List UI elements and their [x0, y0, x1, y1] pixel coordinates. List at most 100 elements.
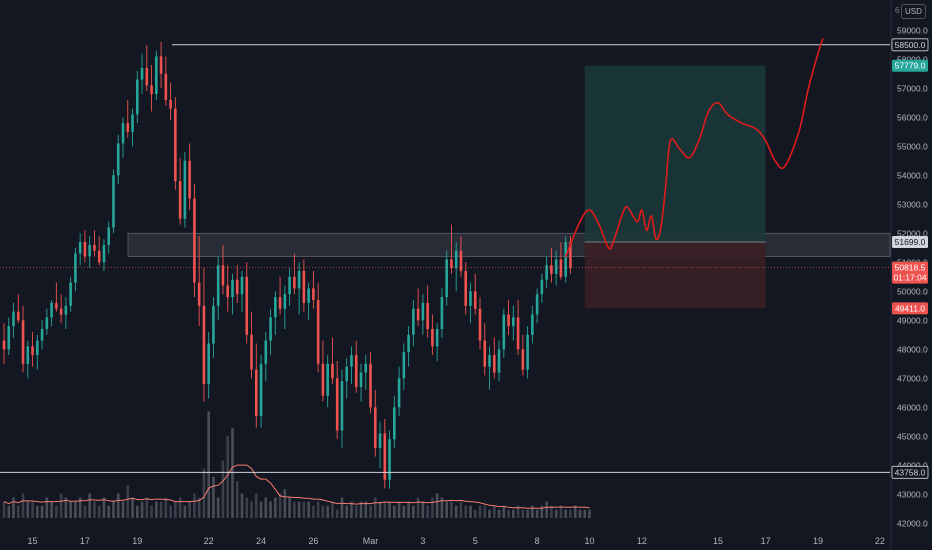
candle-body: [364, 363, 368, 373]
candle-body: [297, 271, 301, 289]
candle-body: [302, 271, 306, 303]
price-tick-label: 52000.0: [897, 228, 928, 238]
volume-bar: [16, 505, 20, 518]
candle-body: [407, 334, 410, 353]
price-tick-label: 45000.0: [897, 431, 928, 441]
volume-bar: [59, 493, 63, 518]
volume-bar: [573, 505, 577, 518]
candle-body: [178, 181, 182, 219]
volume-bar: [102, 497, 106, 518]
volume-bar: [107, 505, 111, 518]
volume-bar: [307, 501, 310, 518]
candle-body: [507, 314, 510, 327]
volume-bar: [483, 505, 487, 518]
volume-bar: [492, 505, 496, 518]
volume-bar: [254, 493, 258, 518]
candle-body: [359, 372, 363, 387]
price-tag-bg: [891, 38, 929, 52]
volume-bar: [112, 501, 115, 518]
volume-bar: [2, 501, 6, 518]
price-tag-label: 43758.0: [895, 467, 926, 477]
candle-body: [140, 68, 144, 80]
price-tag-label: 50818.5: [895, 263, 926, 273]
price-tag-bg: [892, 261, 928, 284]
price-tag-label: 57779.0: [895, 61, 926, 71]
candle-body: [316, 300, 320, 364]
volume-bar: [7, 505, 11, 518]
volume-bar: [388, 501, 391, 518]
volume-bar: [440, 497, 444, 518]
candle-body: [416, 308, 420, 321]
date-tick-label: 15: [713, 536, 723, 546]
candle-body: [402, 352, 406, 379]
volume-bar: [235, 481, 239, 518]
volume-bar: [583, 509, 587, 518]
price-tick-label: 57000.0: [897, 83, 928, 93]
candle-body: [45, 317, 49, 329]
price-tag-label: 49411.0: [895, 303, 925, 313]
candle-body: [212, 305, 215, 344]
profit-zone: [584, 65, 766, 243]
candle-body: [231, 279, 234, 298]
volume-bar: [445, 501, 448, 518]
volume-bar: [197, 497, 201, 518]
volume-bar: [226, 436, 230, 518]
price-tick-label: 46000.0: [897, 402, 928, 412]
candle-body: [554, 259, 558, 274]
volume-bar: [350, 501, 353, 518]
volume-bar: [93, 501, 96, 518]
volume-bar: [531, 505, 534, 518]
candle-body: [31, 346, 34, 356]
candle-body: [445, 259, 448, 298]
price-tag-label: 51699.0: [895, 237, 926, 247]
candle-body: [21, 320, 25, 364]
volume-bar: [554, 509, 558, 518]
candle-body: [354, 355, 358, 387]
candle-body: [492, 355, 496, 373]
currency-selector[interactable]: USD: [901, 4, 926, 19]
price-tag-last: 50818.501:17:04: [892, 261, 928, 284]
volume-bar: [454, 505, 458, 518]
price-tag-line: 43758.0: [891, 465, 929, 479]
volume-bar: [464, 505, 468, 518]
date-tick-label: 22: [875, 536, 885, 546]
volume-bar: [416, 497, 420, 518]
volume-bar: [512, 509, 515, 518]
volume-bar: [231, 427, 234, 518]
volume-bar: [516, 505, 520, 518]
candle-body: [326, 363, 329, 396]
volume-bar: [64, 497, 68, 518]
volume-bar: [183, 505, 187, 518]
volume-bar: [26, 501, 30, 518]
volume-bar: [397, 501, 401, 518]
candle-body: [540, 279, 544, 295]
candle-body: [112, 175, 115, 228]
candle-body: [221, 265, 225, 286]
volume-bar: [421, 501, 425, 518]
volume-bar: [121, 501, 125, 518]
candle-body: [412, 308, 415, 335]
volume-bar: [478, 505, 482, 518]
volume-bar: [345, 505, 349, 518]
candle-body: [83, 242, 87, 257]
price-tick-label: 44000.0: [897, 460, 928, 470]
volume-bar: [550, 505, 553, 518]
volume-bar: [383, 501, 387, 518]
candle-body: [188, 160, 191, 199]
candle-body: [478, 308, 482, 341]
date-tick-label: 26: [308, 536, 318, 546]
volume-bar: [559, 505, 563, 518]
volume-bar: [207, 411, 210, 518]
candle-body: [293, 276, 296, 289]
volume-bar: [40, 505, 44, 518]
volume-bar: [278, 493, 282, 518]
candle-body: [335, 378, 339, 431]
candle-body: [397, 378, 401, 408]
candle-body: [169, 99, 172, 109]
candle-body: [521, 349, 525, 370]
candle-body: [269, 317, 272, 341]
price-tags: 58500.0 57779.0 51699.0 50818.501:17:04 4941…: [891, 38, 929, 479]
candle-body: [440, 297, 444, 329]
candle-body: [488, 355, 491, 367]
